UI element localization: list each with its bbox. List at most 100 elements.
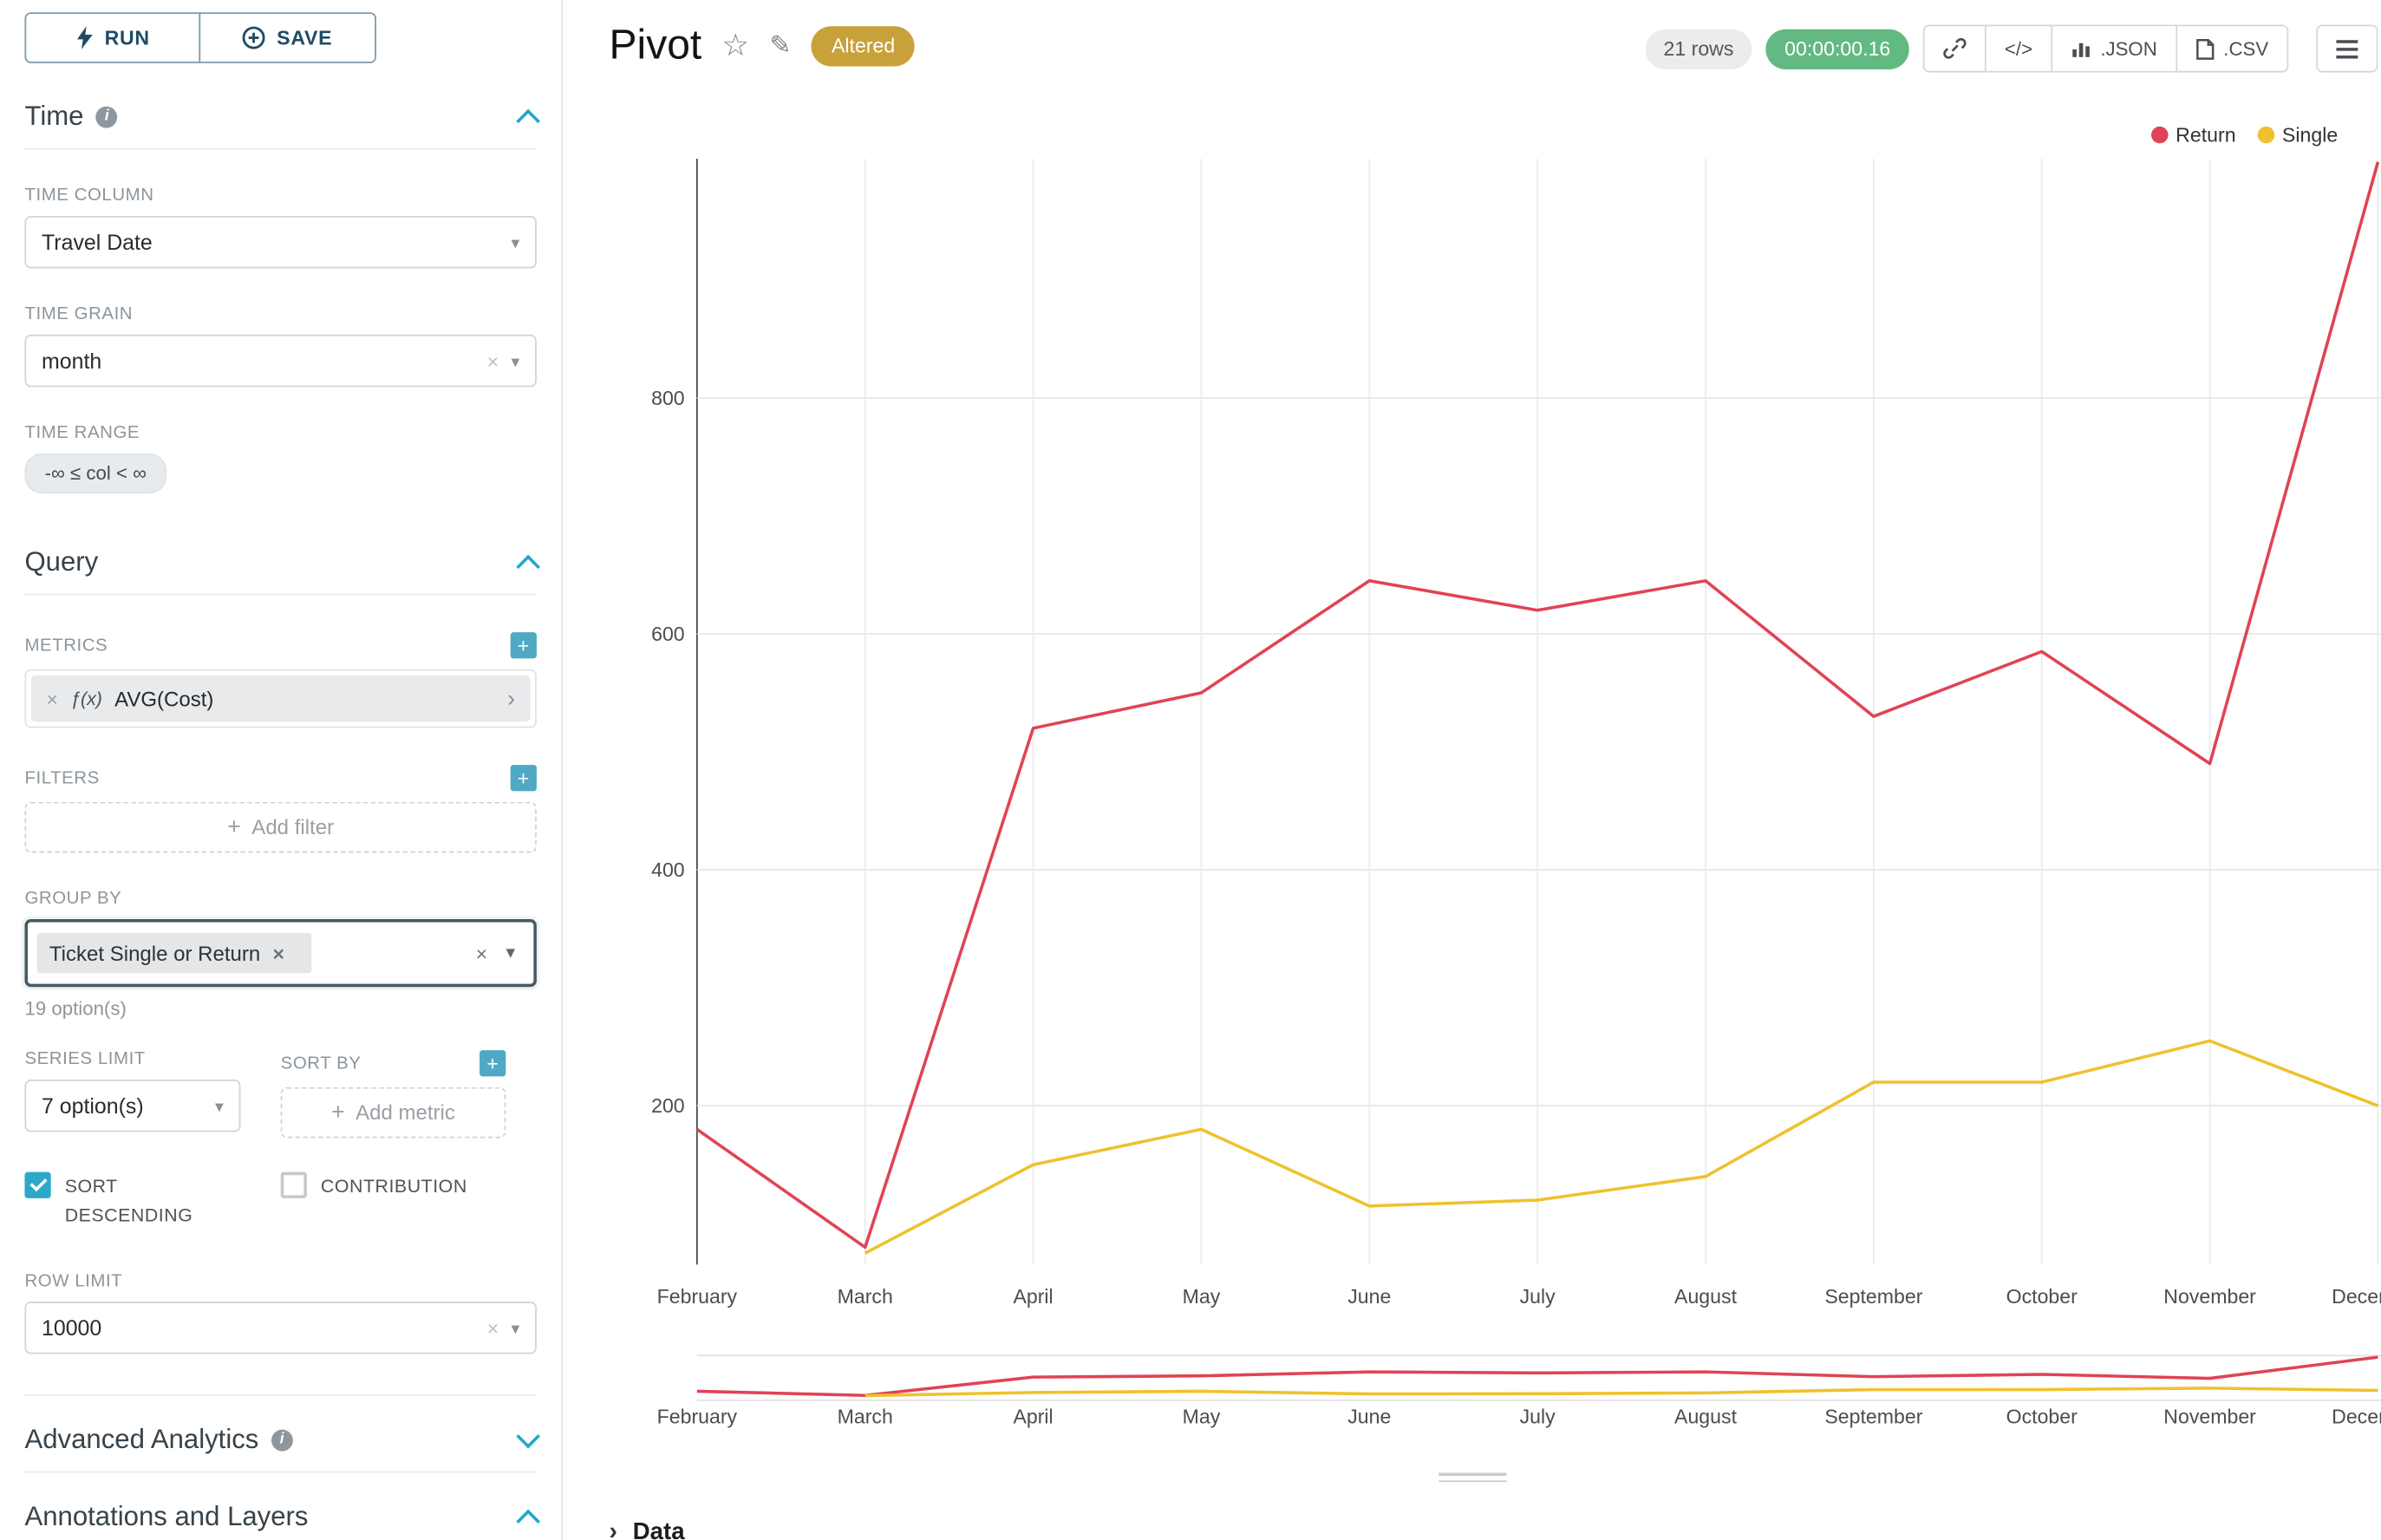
svg-text:February: February [657, 1406, 738, 1428]
chart-pane: Pivot ☆ ✎ Altered 21 rows 00:00:00.16 </… [564, 0, 2381, 1540]
plus-icon: + [227, 814, 241, 841]
plus-icon: + [331, 1100, 345, 1126]
row-limit-select[interactable]: 10000 × ▾ [24, 1302, 537, 1354]
group-by-options-hint: 19 option(s) [24, 997, 127, 1020]
svg-text:October: October [2006, 1285, 2078, 1308]
info-icon[interactable]: i [271, 1429, 293, 1452]
time-section-header[interactable]: Time i [24, 100, 540, 133]
metric-chip[interactable]: × ƒ(x) AVG(Cost) › [30, 675, 531, 722]
legend-label: Single [2281, 123, 2339, 147]
advanced-analytics-header[interactable]: Advanced Analytics i [24, 1423, 540, 1456]
chevron-up-icon[interactable] [516, 553, 540, 578]
data-panel-toggle[interactable]: › Data [610, 1519, 685, 1540]
csv-button-label: .CSV [2223, 37, 2269, 60]
save-button[interactable]: SAVE [199, 12, 376, 63]
info-icon[interactable]: i [95, 105, 118, 127]
time-grain-select[interactable]: month × ▾ [24, 334, 537, 388]
chevron-down-icon[interactable] [516, 1425, 540, 1449]
brush-minimap-chart[interactable]: February March April May June July August Septe… [564, 1348, 2381, 1431]
row-count-badge: 21 rows [1645, 28, 1752, 69]
svg-text:April: April [1013, 1406, 1053, 1428]
svg-text:800: 800 [651, 387, 685, 409]
time-section-title: Time [24, 100, 84, 132]
edit-properties-icon[interactable]: ✎ [769, 29, 792, 60]
run-button[interactable]: RUN [24, 12, 201, 63]
chevron-up-icon[interactable] [516, 1509, 540, 1533]
svg-text:February: February [657, 1285, 738, 1308]
remove-metric-icon[interactable]: × [46, 687, 58, 710]
svg-text:August: August [1674, 1406, 1738, 1428]
chart-toolbar: 21 rows 00:00:00.16 </> .JSON .CSV [1645, 24, 2378, 73]
svg-text:May: May [1183, 1285, 1221, 1308]
time-range-value[interactable]: -∞ ≤ col < ∞ [24, 453, 167, 494]
line-chart: February March April May June July August Septe… [651, 159, 2381, 1308]
svg-text:June: June [1347, 1406, 1391, 1428]
clear-all-icon[interactable]: × [475, 941, 488, 965]
group-by-tag: Ticket Single or Return × [36, 932, 312, 974]
clear-icon[interactable]: × [486, 349, 499, 373]
series-limit-select[interactable]: 7 option(s) ▾ [24, 1079, 241, 1132]
clear-icon[interactable]: × [486, 1316, 499, 1340]
add-sort-metric-button[interactable]: + Add metric [280, 1086, 506, 1139]
export-csv-button[interactable]: .CSV [2176, 24, 2289, 73]
svg-text:March: March [838, 1406, 893, 1428]
legend-item-return[interactable]: Return [2150, 123, 2236, 147]
remove-tag-icon[interactable]: × [272, 941, 284, 965]
add-sort-metric-plus-button[interactable]: + [479, 1050, 506, 1077]
contribution-checkbox-row[interactable]: CONTRIBUTION [280, 1171, 506, 1201]
add-filter-label: Add filter [251, 815, 335, 839]
time-column-label: TIME COLUMN [24, 186, 154, 206]
section-divider [24, 593, 537, 596]
svg-text:September: September [1824, 1406, 1922, 1428]
annotations-title: Annotations and Layers [24, 1500, 309, 1532]
query-section-title: Query [24, 545, 99, 578]
time-column-select[interactable]: Travel Date ▾ [24, 215, 537, 269]
expand-metric-icon[interactable]: › [507, 685, 516, 712]
contribution-label: CONTRIBUTION [320, 1175, 467, 1197]
chevron-up-icon[interactable] [516, 108, 540, 133]
section-divider [24, 1394, 537, 1396]
section-divider [24, 147, 537, 150]
query-section-header[interactable]: Query [24, 545, 540, 578]
fx-icon: ƒ(x) [70, 688, 102, 710]
resize-handle[interactable] [1438, 1472, 1507, 1483]
link-icon [1943, 37, 1967, 59]
caret-down-icon: ▾ [511, 352, 520, 371]
add-metric-label: Add metric [356, 1100, 455, 1125]
svg-text:March: March [838, 1285, 893, 1308]
svg-text:200: 200 [651, 1094, 685, 1117]
sort-descending-checkbox[interactable] [24, 1171, 51, 1198]
query-timer-badge: 00:00:00.16 [1765, 28, 1909, 69]
group-by-select[interactable]: Ticket Single or Return × × ▼ [24, 918, 537, 988]
svg-text:August: August [1674, 1285, 1738, 1308]
copy-link-button[interactable] [1922, 24, 1986, 73]
chart-menu-button[interactable] [2316, 24, 2378, 73]
row-limit-value: 10000 [42, 1315, 102, 1341]
svg-text:October: October [2006, 1406, 2078, 1428]
annotations-header[interactable]: Annotations and Layers [24, 1500, 540, 1533]
time-column-value: Travel Date [42, 229, 153, 255]
export-json-button[interactable]: .JSON [2051, 24, 2177, 73]
time-grain-label: TIME GRAIN [24, 305, 134, 324]
file-icon [2195, 38, 2215, 59]
favorite-star-icon[interactable]: ☆ [721, 29, 750, 63]
legend-item-single[interactable]: Single [2257, 123, 2338, 147]
contribution-checkbox[interactable] [280, 1171, 307, 1198]
save-button-label: SAVE [277, 26, 333, 49]
svg-text:400: 400 [651, 858, 685, 881]
menu-icon [2336, 39, 2358, 58]
group-by-label: GROUP BY [24, 890, 122, 909]
metric-name: AVG(Cost) [114, 687, 214, 710]
chart-title: Pivot [609, 21, 702, 69]
embed-code-button[interactable]: </> [1984, 24, 2053, 73]
sort-descending-checkbox-row[interactable]: SORT DESCENDING [24, 1171, 240, 1230]
time-grain-value: month [42, 348, 102, 374]
add-metric-plus-button[interactable]: + [510, 632, 537, 659]
advanced-analytics-title: Advanced Analytics [24, 1423, 259, 1455]
caret-down-icon: ▼ [502, 944, 519, 962]
svg-text:June: June [1347, 1285, 1391, 1308]
add-filter-button[interactable]: + Add filter [24, 801, 537, 853]
caret-down-icon: ▾ [215, 1097, 224, 1116]
add-filter-plus-button[interactable]: + [510, 765, 537, 792]
bar-chart-icon [2072, 42, 2090, 57]
